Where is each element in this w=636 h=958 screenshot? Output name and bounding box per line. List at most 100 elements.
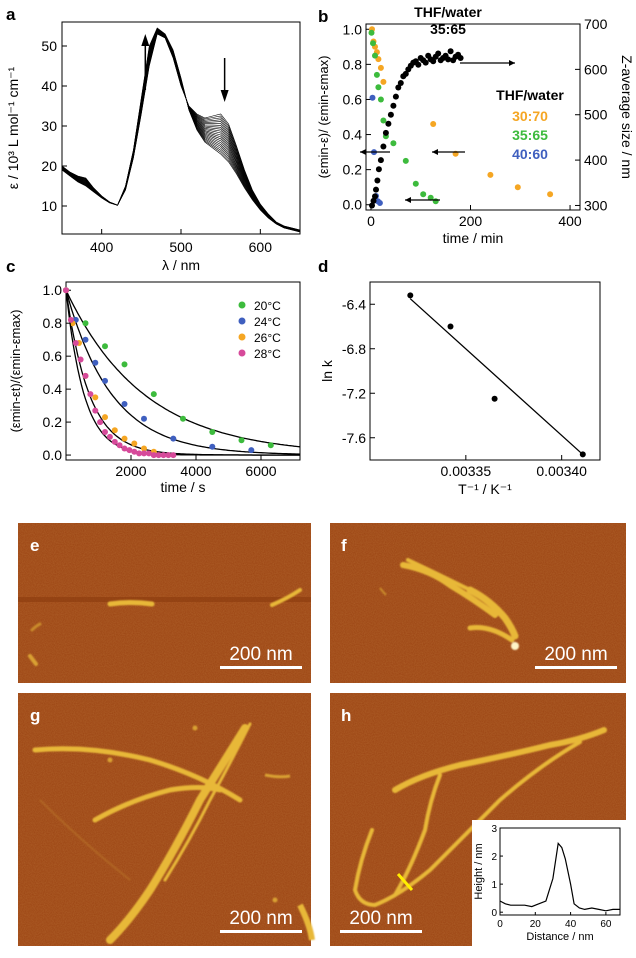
data-point	[150, 391, 157, 398]
data-point	[422, 59, 429, 66]
data-point	[160, 452, 167, 459]
annotation-thf-water-b: THF/water	[414, 4, 482, 20]
x-tick-label-a: 400	[90, 239, 114, 255]
y-tick-label-c: 0.2	[43, 414, 63, 430]
spectrum-line	[61, 32, 301, 231]
afm-image-f: f 200 nm	[330, 523, 626, 683]
y-tick-label-d: -7.2	[342, 385, 366, 401]
afm-fibers-g	[32, 722, 315, 944]
data-point	[514, 184, 521, 191]
spectrum-line	[61, 28, 301, 232]
data-point	[487, 171, 494, 178]
data-point	[368, 29, 375, 36]
data-point	[382, 129, 389, 136]
legend-title-b: THF/water	[496, 87, 564, 103]
legend-marker-c	[238, 317, 246, 325]
afm-fibers-e	[28, 588, 302, 666]
data-point	[579, 451, 586, 458]
scale-bar-e	[220, 666, 302, 669]
data-point	[370, 40, 376, 47]
y-tick-label-a: 50	[41, 38, 57, 54]
data-point	[92, 407, 99, 414]
legend-marker-c	[238, 333, 246, 341]
spectrum-line	[61, 29, 301, 232]
annotation-ratio-b: 35:65	[430, 21, 466, 37]
data-point	[131, 440, 138, 447]
spectrum-line	[61, 32, 301, 231]
spectrum-line	[61, 33, 301, 231]
spectrum-line	[61, 31, 301, 231]
data-point	[141, 415, 147, 422]
legend-label-c: 26°C	[254, 331, 281, 345]
y-tick-label-left-b: 1.0	[343, 21, 363, 37]
data-point	[435, 50, 442, 57]
x-tick-label-c: 4000	[180, 463, 211, 479]
data-point	[180, 415, 186, 422]
data-point	[430, 58, 437, 65]
legend-marker-c	[238, 301, 246, 309]
data-point	[447, 48, 454, 55]
x-axis-label-inset: Distance / nm	[526, 931, 593, 943]
y-tick-label-c: 0.4	[43, 381, 63, 397]
data-point	[121, 435, 128, 442]
arrow-head-b	[360, 149, 366, 155]
y-tick-label-right-b: 600	[584, 61, 608, 77]
data-point	[267, 442, 274, 449]
y-tick-label-right-b: 400	[584, 152, 608, 168]
panel-label-f: f	[341, 536, 347, 555]
spectrum-line	[61, 32, 301, 231]
arrow-head-b	[509, 60, 515, 66]
y-tick-label-c: 1.0	[43, 282, 63, 298]
spectrum-line	[61, 30, 301, 232]
x-axis-label-d: T⁻¹ / K⁻¹	[458, 481, 512, 497]
data-point	[445, 56, 452, 63]
data-point	[420, 191, 427, 198]
legend-entry-b: 30:70	[512, 108, 548, 124]
panel-c-chart: 2000 4000 6000 0.0 0.2 0.4 0.6 0.8 1.0 time / s (ε…	[8, 281, 301, 495]
scale-bar-h	[340, 930, 422, 933]
spectrum-line	[61, 32, 301, 231]
data-point	[380, 143, 387, 150]
scale-bar-label-h: 200 nm	[349, 908, 412, 929]
data-point	[380, 117, 387, 124]
y-tick-label-a: 10	[41, 198, 57, 214]
y-tick-label-a: 30	[41, 118, 57, 134]
arrow-head-b	[405, 197, 411, 203]
data-point	[427, 194, 434, 201]
data-point	[432, 198, 439, 205]
data-point	[87, 391, 94, 398]
data-point	[82, 320, 89, 327]
data-point	[390, 140, 397, 147]
legend-entry-b: 35:65	[512, 127, 548, 143]
legend-label-c: 28°C	[254, 347, 281, 361]
panel-label-c: c	[6, 257, 15, 276]
data-point	[430, 121, 437, 127]
scale-bar-label-g: 200 nm	[229, 908, 292, 929]
plot-frame-inset	[499, 827, 621, 916]
data-point	[491, 395, 498, 402]
spectrum-line	[61, 28, 301, 232]
plot-frame-a	[61, 21, 301, 235]
data-point	[373, 186, 379, 193]
x-tick-label-inset: 20	[530, 919, 542, 930]
profile-line-marker	[396, 873, 414, 891]
data-point	[126, 447, 133, 454]
spectrum-line	[61, 33, 301, 231]
spectrum-line	[61, 28, 301, 233]
spectrum-line	[61, 30, 301, 232]
y-tick-label-inset: 1	[491, 880, 497, 891]
data-point	[145, 450, 152, 457]
panel-a-chart: 400 500 600 10 20 30 40 50 λ / nm ε / 10³ L mol⁻¹…	[5, 21, 301, 273]
panel-d-chart: 0.00335 0.00340 -6.4 -6.8 -7.2 -7.6 T⁻¹ / K⁻¹ l…	[319, 281, 601, 497]
data-point	[155, 452, 162, 459]
legend-marker-c	[238, 349, 246, 357]
y-axis-label-d: ln k	[319, 359, 335, 382]
legend-entry-b: 40:60	[512, 146, 548, 162]
x-axis-label-b: time / min	[443, 230, 504, 246]
panel-label-b: b	[318, 7, 328, 26]
plot-frame-d	[369, 281, 601, 461]
data-point	[547, 191, 554, 198]
spectrum-line	[61, 30, 301, 232]
data-point	[209, 443, 216, 450]
x-tick-label-c: 2000	[115, 463, 146, 479]
